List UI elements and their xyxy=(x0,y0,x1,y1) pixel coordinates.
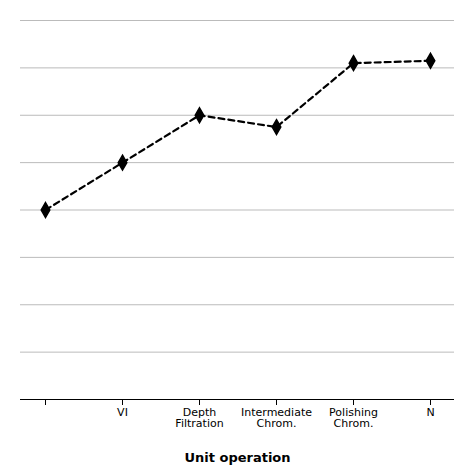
svg-text:VI: VI xyxy=(117,406,128,419)
svg-text:IntermediateChrom.: IntermediateChrom. xyxy=(241,406,312,430)
svg-text:PolishingChrom.: PolishingChrom. xyxy=(329,406,378,430)
svg-text:DepthFiltration: DepthFiltration xyxy=(175,406,223,430)
svg-text:N: N xyxy=(426,406,434,419)
svg-text:Unit operation: Unit operation xyxy=(184,450,290,465)
